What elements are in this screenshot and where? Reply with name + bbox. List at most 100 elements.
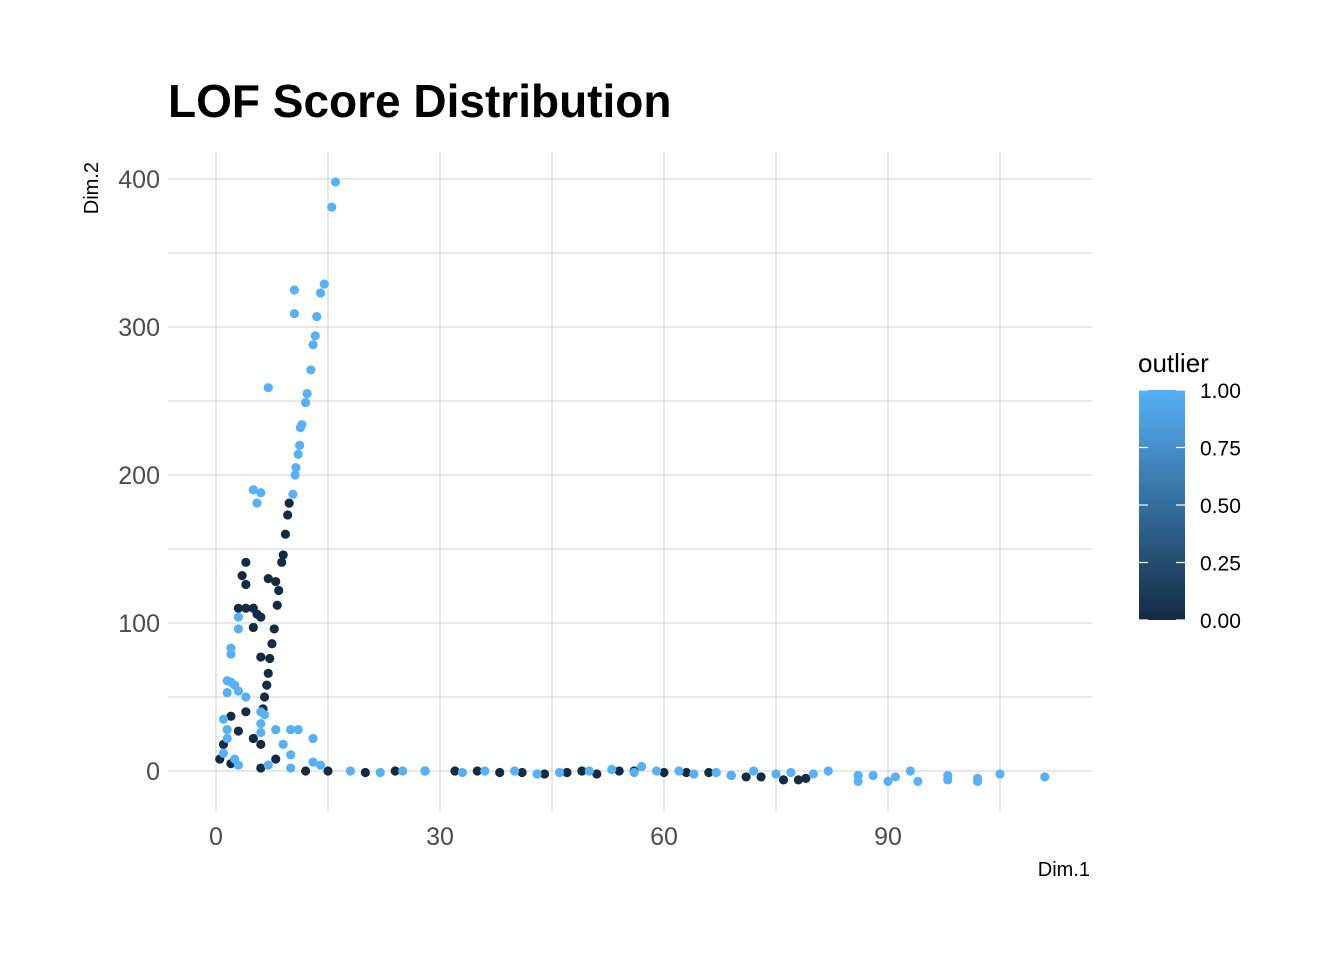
- scatter-point: [263, 574, 273, 584]
- y-axis-title: Dim.2: [81, 162, 103, 214]
- scatter-point: [259, 692, 270, 702]
- legend-tick-label: 0.75: [1200, 438, 1241, 461]
- scatter-point: [226, 711, 236, 721]
- scatter-point: [689, 769, 699, 779]
- legend-tick-label: 0.50: [1200, 495, 1241, 518]
- scatter-point: [345, 766, 355, 776]
- scatter-point: [271, 576, 281, 587]
- legend-ticks: 0.00 0.25 0.50 0.75 1.00: [1139, 380, 1241, 633]
- scatter-point: [786, 767, 796, 778]
- scatter-point: [248, 622, 258, 633]
- scatter-point: [233, 603, 243, 613]
- scatter-point: [390, 766, 400, 776]
- scatter-point: [293, 724, 303, 735]
- scatter-point: [420, 766, 430, 776]
- scatter-point: [450, 766, 460, 776]
- scatter-point: [302, 389, 312, 399]
- scatter-point: [771, 769, 781, 779]
- scatter-point: [222, 733, 232, 744]
- scatter-point: [726, 770, 736, 781]
- scatter-point: [233, 612, 243, 622]
- legend-tick-label: 1.00: [1200, 380, 1241, 403]
- scatter-point: [883, 776, 893, 786]
- y-tick-label: 100: [118, 610, 160, 638]
- scatter-point: [330, 177, 341, 187]
- scatter-point: [651, 766, 662, 776]
- scatter-point: [263, 383, 273, 393]
- scatter-point: [480, 766, 490, 776]
- scatter-point: [288, 489, 298, 499]
- x-tick-label: 90: [874, 823, 902, 851]
- scatter-point: [704, 767, 714, 778]
- scatter-point: [801, 773, 811, 784]
- scatter-point: [398, 766, 408, 776]
- scatter-point: [233, 624, 243, 634]
- scatter-point: [577, 766, 587, 776]
- scatter-point: [267, 639, 277, 649]
- scatter-point: [607, 764, 617, 775]
- scatter-point: [241, 557, 251, 567]
- scatter-point: [905, 766, 916, 776]
- y-tick-label: 400: [118, 166, 160, 194]
- scatter-point: [233, 686, 243, 696]
- scatter-point: [1040, 772, 1050, 782]
- scatter-point: [291, 463, 301, 473]
- scatter-point: [592, 769, 602, 779]
- scatter-point: [943, 770, 953, 781]
- scatter-point: [284, 498, 294, 508]
- scatter-point: [286, 724, 296, 735]
- legend: outlier 0.00 0.25 0.50 0.75 1.00: [1138, 348, 1241, 633]
- scatter-point: [222, 724, 232, 735]
- scatter-point: [308, 340, 318, 350]
- scatter-point: [808, 769, 818, 779]
- scatter-point: [283, 510, 293, 520]
- scatter-point: [315, 288, 326, 298]
- scatter-point: [756, 772, 766, 782]
- scatter-point: [375, 767, 385, 778]
- scatter-point: [995, 769, 1005, 779]
- scatter-point: [973, 773, 983, 784]
- y-tick-label: 0: [146, 758, 160, 786]
- x-axis-title: Dim.1: [1038, 859, 1090, 881]
- scatter-point: [289, 309, 299, 319]
- axis-ticks: 0 30 60 90 0 100 200 300 400: [118, 166, 902, 851]
- scatter-point: [271, 754, 281, 764]
- scatter-point: [241, 579, 251, 590]
- scatter-point: [218, 714, 229, 724]
- scatter-point: [517, 767, 527, 778]
- scatter-point: [319, 279, 329, 289]
- scatter-point: [310, 331, 320, 341]
- scatter-point: [315, 760, 326, 770]
- legend-tick-label: 0.25: [1200, 553, 1241, 576]
- scatter-point: [510, 766, 520, 776]
- scatter-point: [263, 668, 273, 678]
- scatter-point: [637, 761, 647, 772]
- scatter-point: [248, 485, 258, 495]
- scatter-point: [306, 365, 316, 375]
- scatter-point: [237, 571, 247, 581]
- scatter-point: [360, 767, 370, 778]
- scatter-point: [241, 603, 251, 613]
- scatter-point: [256, 652, 266, 662]
- scatter-point: [778, 775, 789, 785]
- scatter-point: [241, 707, 251, 717]
- scatter-point: [327, 202, 337, 212]
- scatter-point: [256, 719, 266, 729]
- scatter-point: [301, 397, 311, 408]
- scatter-point: [312, 312, 322, 322]
- scatter-point: [259, 710, 270, 720]
- scatter-point: [252, 498, 262, 508]
- scatter-point: [554, 767, 565, 778]
- scatter-point: [793, 775, 804, 785]
- grid: [168, 152, 1092, 812]
- x-tick-label: 0: [209, 823, 223, 851]
- scatter-point: [278, 739, 288, 749]
- scatter-point: [263, 760, 273, 770]
- scatter-point: [308, 757, 318, 767]
- scatter-point: [674, 766, 684, 776]
- scatter-point: [241, 692, 251, 702]
- scatter-point: [868, 770, 878, 781]
- legend-tick-label: 0.00: [1200, 610, 1241, 633]
- scatter-point: [274, 585, 284, 596]
